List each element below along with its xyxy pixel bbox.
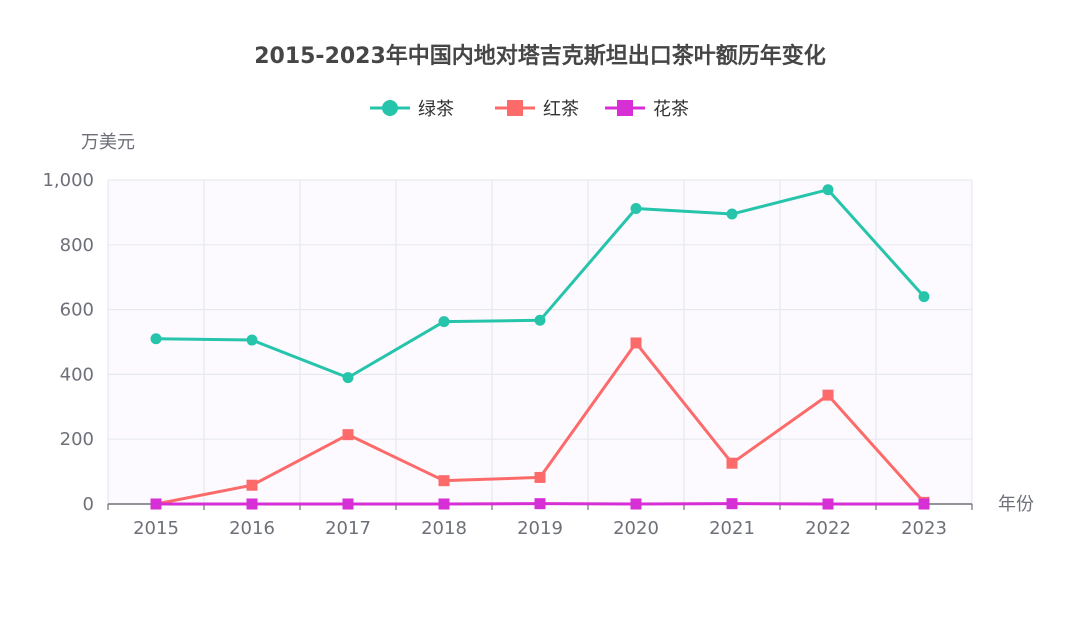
data-point[interactable]	[918, 291, 930, 303]
data-point[interactable]	[342, 498, 354, 510]
plot-background	[108, 180, 972, 504]
data-point[interactable]	[630, 498, 642, 510]
data-point[interactable]	[630, 203, 642, 215]
y-tick-label: 800	[60, 235, 94, 256]
x-tick-label: 2022	[805, 518, 851, 539]
legend-marker	[617, 100, 633, 116]
y-tick-label: 1,000	[42, 170, 94, 191]
legend-label: 红茶	[543, 99, 579, 120]
legend-item[interactable]: 红茶	[495, 99, 579, 120]
data-point[interactable]	[630, 337, 642, 349]
series-0	[150, 184, 930, 384]
x-tick-label: 2016	[229, 518, 275, 539]
x-axis-label: 年份	[998, 494, 1034, 515]
data-point[interactable]	[918, 498, 930, 510]
x-tick-label: 2019	[517, 518, 563, 539]
y-tick-label: 400	[60, 364, 94, 385]
chart-title: 2015-2023年中国内地对塔吉克斯坦出口茶叶额历年变化	[254, 43, 826, 69]
legend-item[interactable]: 绿茶	[370, 99, 454, 120]
data-point[interactable]	[822, 184, 834, 196]
data-point[interactable]	[726, 457, 738, 469]
data-point[interactable]	[246, 479, 258, 491]
x-tick-label: 2017	[325, 518, 371, 539]
legend-marker	[382, 100, 398, 116]
data-point[interactable]	[534, 471, 546, 483]
data-point[interactable]	[534, 314, 546, 326]
series-2	[150, 498, 930, 510]
data-point[interactable]	[822, 389, 834, 401]
y-tick-label: 600	[60, 300, 94, 321]
data-point[interactable]	[342, 429, 354, 441]
x-tick-label: 2020	[613, 518, 659, 539]
y-tick-label: 200	[60, 429, 94, 450]
x-tick-label: 2018	[421, 518, 467, 539]
grid	[107, 179, 973, 504]
data-point[interactable]	[150, 333, 162, 345]
data-point[interactable]	[822, 498, 834, 510]
data-point[interactable]	[342, 372, 354, 384]
data-point[interactable]	[438, 316, 450, 328]
legend-item[interactable]: 花茶	[605, 99, 689, 120]
data-point[interactable]	[246, 334, 258, 346]
x-tick-label: 2023	[901, 518, 947, 539]
legend-label: 绿茶	[418, 99, 454, 120]
data-point[interactable]	[438, 475, 450, 487]
data-point[interactable]	[726, 498, 738, 510]
y-axis-label: 万美元	[81, 132, 135, 153]
data-point[interactable]	[726, 208, 738, 220]
data-point[interactable]	[150, 498, 162, 510]
x-tick-label: 2021	[709, 518, 755, 539]
series-layer	[150, 184, 930, 510]
data-point[interactable]	[534, 498, 546, 510]
legend-marker	[507, 100, 523, 116]
legend-label: 花茶	[653, 99, 689, 120]
data-point[interactable]	[246, 498, 258, 510]
axes: 0 200 400 600 800 1,000 2015 2016 2017 2018 2019 20…	[42, 170, 973, 539]
legend: 绿茶 红茶 花茶	[370, 99, 689, 120]
y-tick-label: 0	[83, 494, 94, 515]
data-point[interactable]	[438, 498, 450, 510]
x-tick-label: 2015	[133, 518, 179, 539]
